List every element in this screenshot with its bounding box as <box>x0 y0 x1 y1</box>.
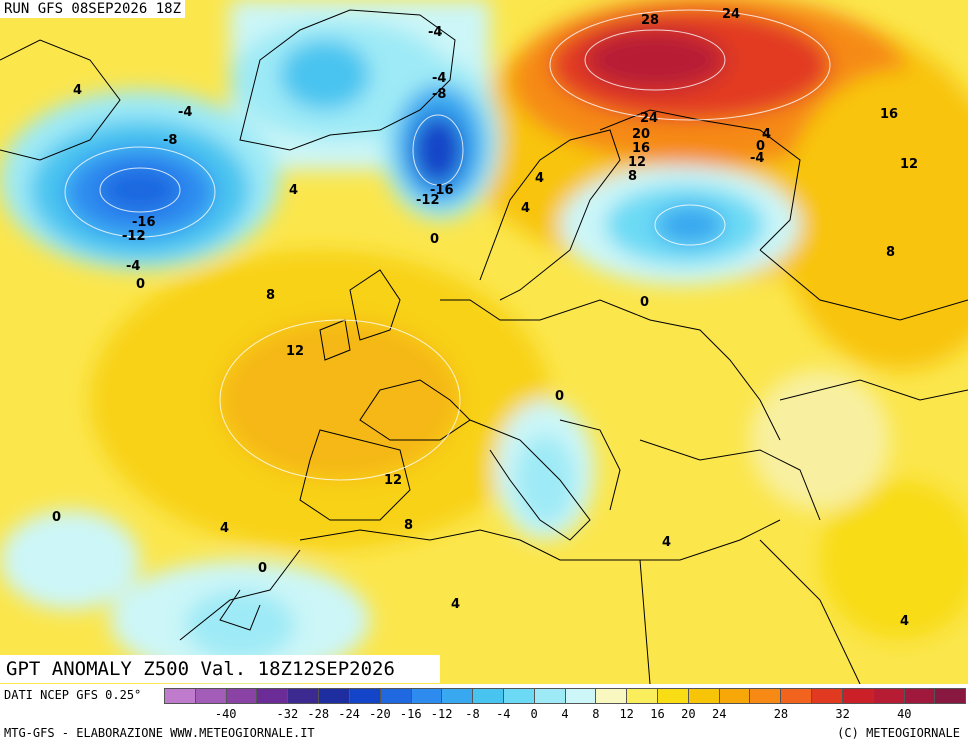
contour-label: 16 <box>880 107 898 122</box>
color-swatch <box>564 688 596 704</box>
contour-label: 8 <box>628 169 637 184</box>
color-swatch <box>472 688 503 704</box>
contour-label: 4 <box>762 127 771 142</box>
run-label: RUN GFS 08SEP2026 18Z <box>0 0 186 18</box>
scale-tick-label: -32 <box>276 707 299 721</box>
contour-label: 4 <box>662 535 671 550</box>
color-swatch <box>657 688 688 704</box>
contour-label: 8 <box>266 288 275 303</box>
scale-tick-label: -4 <box>496 707 511 721</box>
color-swatch <box>595 688 627 704</box>
color-swatch <box>379 688 411 704</box>
color-swatch <box>533 688 565 704</box>
contour-label: 12 <box>900 157 918 172</box>
scale-tick-label: 20 <box>681 707 696 721</box>
contour-label: -12 <box>122 229 146 244</box>
contour-label: 4 <box>220 521 229 536</box>
color-scale-ticks: -40 -32 -28 -24 -20 -16 -12 -8 -4 0 4 8 12 16 20 24 28 32… <box>164 707 966 723</box>
color-swatch <box>687 688 719 704</box>
contour-label: 0 <box>258 561 267 576</box>
scale-tick-label: 28 <box>773 707 789 721</box>
color-swatch <box>934 688 967 704</box>
contour-label: 0 <box>430 232 439 247</box>
contour-label: -12 <box>416 193 440 208</box>
data-source-label: DATI NCEP GFS 0.25° <box>4 688 142 702</box>
scale-tick-label: -12 <box>430 707 453 721</box>
contour-label: 0 <box>640 295 649 310</box>
contour-label: -12 <box>122 229 146 244</box>
color-swatch <box>194 688 226 704</box>
contour-label: 4 <box>73 83 82 98</box>
contour-label: -8 <box>432 87 446 102</box>
anomaly-map: -4 28 24 4 -4 -8 -8 -4 16 24 20 4 16 0 -… <box>0 0 968 684</box>
color-swatch <box>441 688 473 704</box>
footer-credit: MTG-GFS - ELABORAZIONE WWW.METEOGIORNALE… <box>4 726 315 740</box>
color-swatch <box>780 688 812 704</box>
contour-label: 12 <box>628 155 646 170</box>
color-swatch <box>903 688 935 704</box>
legend-panel: DATI NCEP GFS 0.25° -40 -32 -28 -24 -20 -16 -1… <box>0 684 968 745</box>
contour-label: 0 <box>136 277 145 292</box>
scale-tick-label: -16 <box>399 707 422 721</box>
color-scale-bar <box>164 688 967 704</box>
color-swatch <box>348 688 380 704</box>
contour-label: -4 <box>750 151 764 166</box>
contour-label: 4 <box>521 201 530 216</box>
contour-label: 24 <box>722 7 740 22</box>
contour-labels: -4 28 24 4 -4 -8 -8 -4 16 24 20 4 16 0 -… <box>52 7 918 629</box>
scale-tick-label: 32 <box>835 707 850 721</box>
contour-label: -16 <box>430 183 454 198</box>
contour-label: 8 <box>404 518 413 533</box>
scale-tick-label: -28 <box>307 707 330 721</box>
contour-label: -16 <box>132 215 156 230</box>
contour-label: 4 <box>451 597 460 612</box>
scale-tick-label: 40 <box>897 707 912 721</box>
color-swatch <box>164 688 195 704</box>
scale-tick-label: 0 <box>530 707 538 721</box>
contour-label: -4 <box>428 25 442 40</box>
contour-label: -4 <box>126 259 140 274</box>
contour-label: 0 <box>756 139 765 154</box>
map-title: GPT ANOMALY Z500 Val. 18Z12SEP2026 <box>0 655 440 683</box>
color-swatch <box>287 688 319 704</box>
contour-label: 0 <box>52 510 61 525</box>
scale-tick-label: 8 <box>592 707 600 721</box>
color-swatch <box>872 688 904 704</box>
scale-tick-label: 4 <box>561 707 569 721</box>
contour-label: 4 <box>900 614 909 629</box>
contour-label: 4 <box>535 171 544 186</box>
scale-tick-label: -40 <box>214 707 237 721</box>
contour-label: -8 <box>163 133 177 148</box>
contour-label: -4 <box>432 71 446 86</box>
scale-tick-label: 12 <box>619 707 634 721</box>
contour-label: -4 <box>178 105 192 120</box>
color-swatch <box>626 688 657 704</box>
scale-tick-label: -24 <box>338 707 360 721</box>
scale-tick-label: 24 <box>711 707 727 721</box>
contour-label: 28 <box>641 13 659 28</box>
color-swatch <box>841 688 873 704</box>
color-swatch <box>256 688 288 704</box>
contour-label: 12 <box>384 473 402 488</box>
contour-label: 4 <box>289 183 298 198</box>
color-swatch <box>502 688 534 704</box>
color-swatch <box>225 688 257 704</box>
scale-tick-label: 16 <box>650 707 665 721</box>
contour-label: 24 <box>640 111 658 126</box>
scale-tick-label: -8 <box>465 707 480 721</box>
contour-label: 12 <box>286 344 304 359</box>
color-swatch <box>811 688 842 704</box>
color-swatch <box>718 688 750 704</box>
scale-tick-label: -20 <box>369 707 391 721</box>
contour-label: 20 <box>632 127 650 142</box>
contour-label: 16 <box>632 141 650 156</box>
footer-copyright: (C) METEOGIORNALE <box>837 726 960 740</box>
color-swatch <box>749 688 781 704</box>
color-swatch <box>318 688 349 704</box>
contour-label: 0 <box>555 389 564 404</box>
contour-label: 8 <box>886 245 895 260</box>
color-swatch <box>410 688 442 704</box>
